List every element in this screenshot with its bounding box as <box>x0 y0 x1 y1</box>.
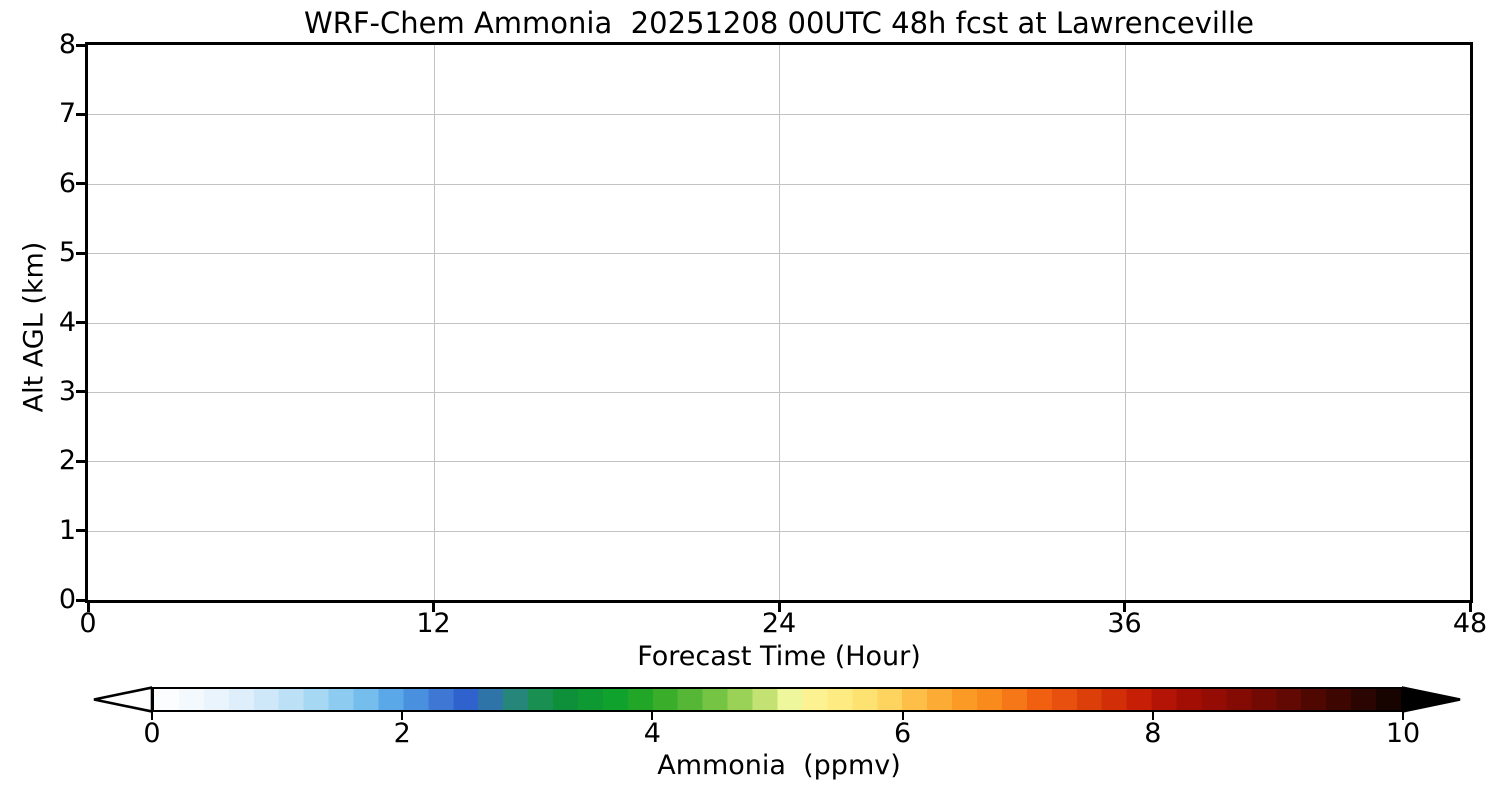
colorbar-over-arrow <box>1402 686 1461 713</box>
y-tick-label: 6 <box>58 167 76 199</box>
y-tick-label: 7 <box>58 98 76 130</box>
colorbar-label: Ammonia (ppmv) <box>657 750 901 781</box>
y-tick-mark <box>76 43 85 47</box>
colorbar-gradient <box>152 687 1403 712</box>
y-tick-mark <box>76 182 85 186</box>
x-tick-mark <box>777 603 781 612</box>
y-tick-mark <box>76 390 85 394</box>
colorbar-tick-mark <box>1402 712 1404 720</box>
y-tick-mark <box>76 321 85 324</box>
gridline-vertical <box>779 45 780 600</box>
colorbar-tick-label: 8 <box>1144 718 1162 749</box>
y-tick-label: 4 <box>58 306 76 338</box>
colorbar-tick-mark <box>401 712 404 720</box>
colorbar-tick-mark <box>901 712 904 720</box>
colorbar-tick-mark <box>151 712 153 720</box>
y-tick-mark <box>76 112 85 116</box>
colorbar-tick-mark <box>651 712 654 720</box>
colorbar-tick-label: 6 <box>894 718 912 749</box>
y-tick-label: 0 <box>58 584 76 615</box>
x-tick-label: 24 <box>761 608 797 639</box>
plot-area <box>85 42 1473 603</box>
y-tick-label: 5 <box>58 237 76 269</box>
gridline-vertical <box>433 45 435 600</box>
colorbar-tick-mark <box>1151 712 1154 720</box>
gridline-vertical <box>1124 45 1126 600</box>
x-tick-mark <box>1468 603 1472 612</box>
x-axis-label: Forecast Time (Hour) <box>637 641 921 672</box>
x-tick-label: 12 <box>416 608 451 639</box>
colorbar-tick-label: 4 <box>643 718 661 749</box>
x-tick-label: 48 <box>1452 608 1488 639</box>
y-tick-label: 3 <box>58 375 76 407</box>
y-tick-label: 8 <box>58 29 76 60</box>
x-tick-label: 0 <box>79 608 97 639</box>
y-tick-mark <box>76 251 85 255</box>
colorbar-tick-label: 10 <box>1385 718 1421 749</box>
colorbar-tick-label: 0 <box>143 718 161 749</box>
x-tick-label: 36 <box>1107 608 1142 639</box>
colorbar-tick-label: 2 <box>393 718 411 749</box>
chart-title: WRF-Chem Ammonia 20251208 00UTC 48h fcst… <box>304 6 1254 40</box>
y-tick-mark <box>76 529 85 533</box>
x-tick-mark <box>432 603 435 612</box>
y-tick-label: 2 <box>58 445 76 477</box>
y-tick-mark <box>76 459 85 463</box>
x-tick-mark <box>1123 603 1126 612</box>
colorbar-under-arrow <box>93 686 152 713</box>
y-tick-mark <box>76 598 85 602</box>
y-axis-label: Alt AGL (km) <box>18 241 50 413</box>
y-tick-label: 1 <box>58 514 76 546</box>
x-tick-mark <box>86 603 90 612</box>
